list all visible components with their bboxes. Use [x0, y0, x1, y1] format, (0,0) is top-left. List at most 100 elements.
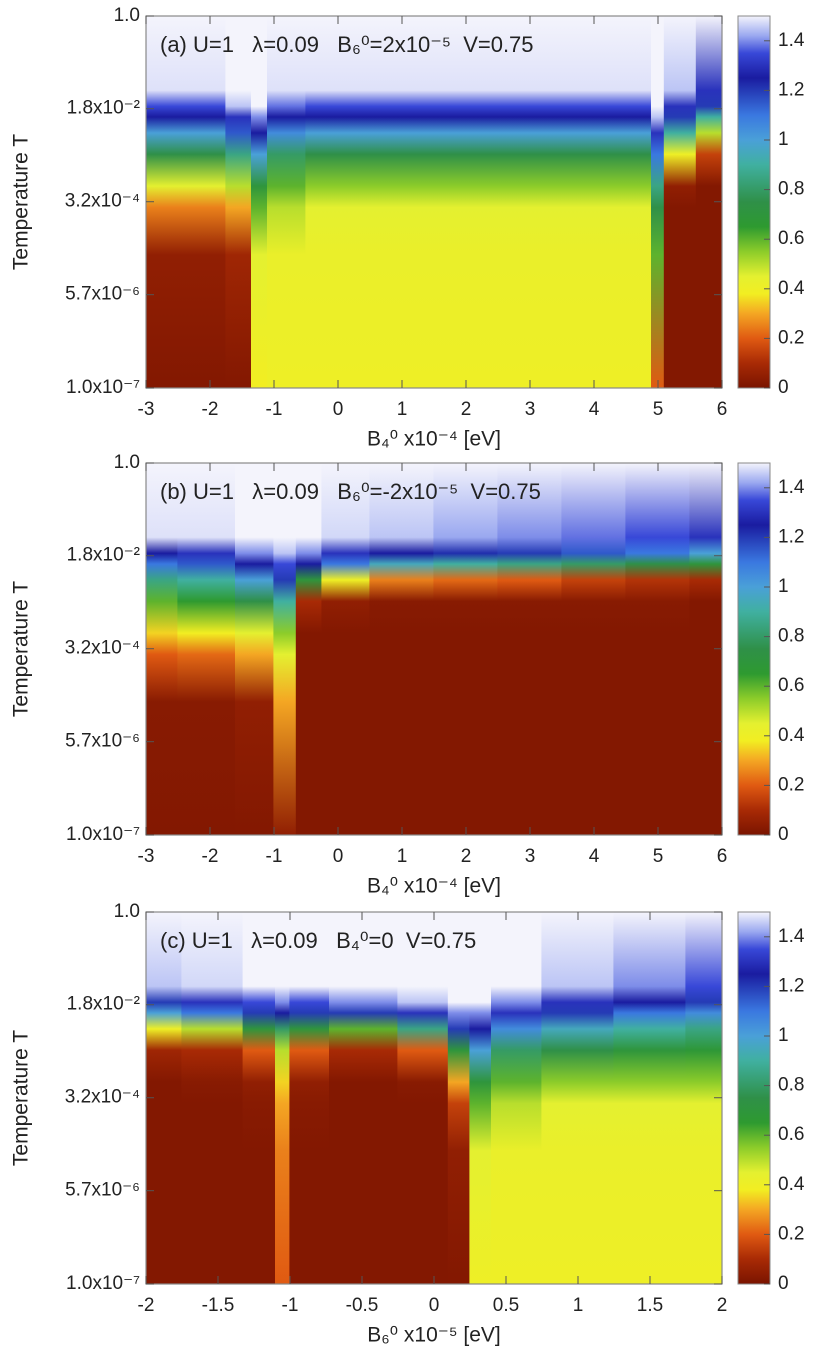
y-tick-label: 1.8x10⁻²	[67, 98, 140, 119]
heatmap-column	[497, 16, 563, 388]
y-tick-label: 1.8x10⁻²	[67, 545, 140, 566]
heatmap-column	[433, 16, 499, 388]
heatmap-column	[225, 16, 253, 388]
y-tick-label: 3.2x10⁻⁴	[65, 1087, 140, 1108]
heatmap	[146, 16, 722, 388]
x-tick-label: 2	[461, 846, 472, 867]
colorbar-tick-label: 1	[778, 129, 789, 150]
x-tick-label: 5	[653, 399, 664, 420]
heatmap-column	[235, 463, 275, 835]
heatmap-column	[251, 16, 269, 388]
x-tick-label: 5	[653, 846, 664, 867]
heatmap-column	[369, 463, 435, 835]
colorbar-tick-label: 0.8	[778, 1075, 804, 1096]
colorbar-tick-label: 0.6	[778, 228, 804, 249]
heatmap-column	[289, 912, 331, 1284]
x-tick-label: -1	[266, 846, 283, 867]
colorbar-tick-label: 1	[778, 1025, 789, 1046]
x-tick-label: 4	[589, 399, 600, 420]
y-tick-label: 3.2x10⁻⁴	[65, 638, 140, 659]
colorbar-tick-label: 0.6	[778, 675, 804, 696]
heatmap-column	[369, 16, 435, 388]
colorbar-tick-label: 1.2	[778, 975, 804, 996]
colorbar-tick-label: 1.4	[778, 477, 805, 498]
colorbar-tick-label: 0.6	[778, 1124, 804, 1145]
x-tick-label: -2	[138, 1295, 155, 1316]
y-tick-label: 1.0	[114, 452, 140, 473]
heatmap-column	[613, 912, 687, 1284]
colorbar-tick-label: 1.4	[778, 926, 805, 947]
heatmap-column	[541, 912, 615, 1284]
x-tick-label: 6	[717, 399, 728, 420]
colorbar-tick-label: 1.4	[778, 30, 805, 51]
colorbar-tick-label: 0.8	[778, 626, 804, 647]
y-tick-label: 1.0x10⁻⁷	[66, 1273, 140, 1294]
colorbar-tick-label: 0	[778, 1273, 789, 1294]
colorbar-tick-label: 1.2	[778, 526, 804, 547]
y-tick-label: 3.2x10⁻⁴	[65, 191, 140, 212]
y-axis-title: Temperature T	[10, 581, 33, 717]
x-tick-label: -1	[266, 399, 283, 420]
colorbar	[737, 911, 771, 1285]
x-axis-title: B₄⁰ x10⁻⁴ [eV]	[367, 875, 501, 898]
x-tick-label: 1	[397, 846, 408, 867]
heatmap-column	[561, 463, 627, 835]
heatmap-column	[295, 463, 323, 835]
x-tick-label: -2	[202, 399, 219, 420]
heatmap	[146, 463, 722, 835]
y-tick-label: 5.7x10⁻⁶	[65, 284, 140, 305]
heatmap-column	[561, 16, 621, 388]
colorbar-tick-label: 0.4	[778, 1174, 805, 1195]
heatmap-column	[433, 463, 499, 835]
colorbar-tick-label: 1.2	[778, 79, 804, 100]
annotation: (c) U=1 λ=0.09 B₄⁰=0 V=0.75	[160, 928, 476, 953]
x-tick-label: 4	[589, 846, 600, 867]
y-axis-title: Temperature T	[10, 1030, 33, 1166]
colorbar-tick-label: 0.2	[778, 327, 804, 348]
x-tick-label: 0.5	[493, 1295, 519, 1316]
heatmap-column	[275, 912, 291, 1284]
heatmap-column	[273, 463, 297, 835]
heatmap-column	[469, 912, 493, 1284]
x-tick-label: 1	[397, 399, 408, 420]
x-tick-label: 1	[573, 1295, 584, 1316]
heatmap	[146, 912, 722, 1284]
x-tick-label: 3	[525, 399, 536, 420]
x-tick-label: 0	[429, 1295, 440, 1316]
colorbar-tick-label: 0.2	[778, 774, 804, 795]
colorbar-tick-label: 0.2	[778, 1223, 804, 1244]
colorbar-tick-label: 0	[778, 824, 789, 845]
x-tick-label: -0.5	[346, 1295, 379, 1316]
y-axis-title: Temperature T	[10, 134, 33, 270]
colorbar	[737, 15, 771, 389]
y-tick-label: 1.0x10⁻⁷	[66, 377, 140, 398]
x-axis-title: B₄⁰ x10⁻⁴ [eV]	[367, 428, 501, 451]
x-tick-label: -2	[202, 846, 219, 867]
annotation: (a) U=1 λ=0.09 B₆⁰=2x10⁻⁵ V=0.75	[160, 32, 534, 57]
x-axis-title: B₆⁰ x10⁻⁵ [eV]	[367, 1324, 501, 1347]
colorbar-tick-label: 0.4	[778, 278, 805, 299]
y-tick-label: 1.0	[114, 5, 140, 26]
x-tick-label: -3	[138, 399, 155, 420]
heatmap-column	[329, 912, 399, 1284]
heatmap-column	[321, 463, 371, 835]
heatmap-column	[177, 16, 227, 388]
x-tick-label: -1	[282, 1295, 299, 1316]
colorbar-tick-label: 1	[778, 576, 789, 597]
heatmap-column	[491, 912, 543, 1284]
heatmap-column	[397, 912, 449, 1284]
heatmap-column	[651, 16, 665, 388]
colorbar	[737, 462, 771, 836]
colorbar-tick-label: 0.8	[778, 179, 804, 200]
heatmap-column	[242, 912, 277, 1284]
annotation: (b) U=1 λ=0.09 B₆⁰=-2x10⁻⁵ V=0.75	[160, 479, 541, 504]
colorbar-tick-label: 0	[778, 377, 789, 398]
x-tick-label: 0	[333, 846, 344, 867]
x-tick-label: 1.5	[637, 1295, 663, 1316]
y-tick-label: 5.7x10⁻⁶	[65, 731, 140, 752]
x-tick-label: -3	[138, 846, 155, 867]
heatmap-column	[267, 16, 307, 388]
heatmap-column	[497, 463, 563, 835]
colorbar-tick-label: 0.4	[778, 725, 805, 746]
